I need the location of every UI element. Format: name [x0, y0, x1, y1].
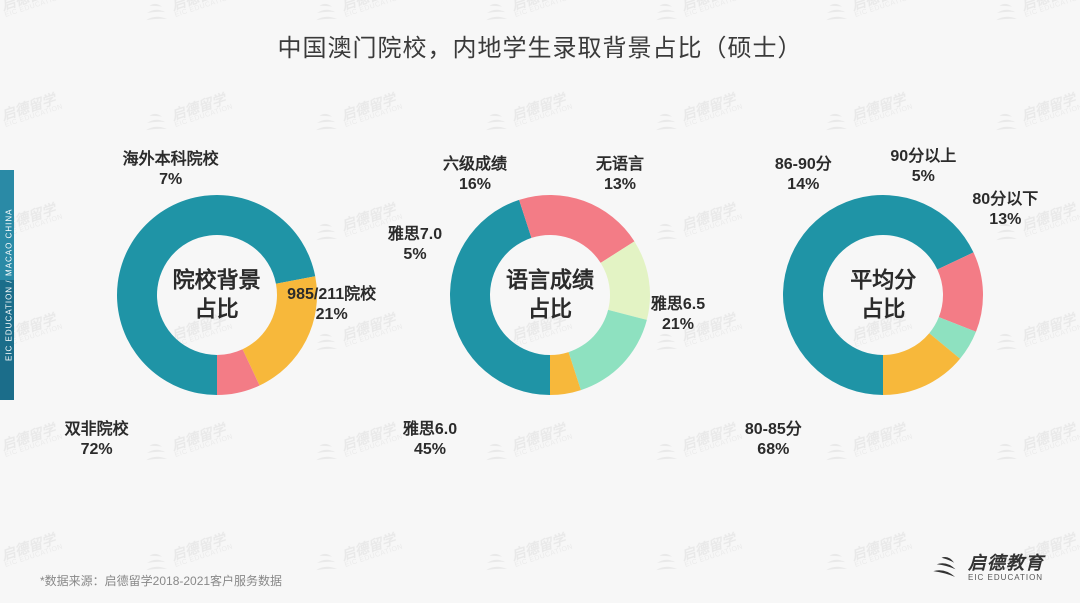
slice-label: 雅思7.05% — [388, 225, 442, 265]
donut-center-label: 院校背景占比 — [173, 266, 261, 323]
slice-label: 雅思6.521% — [651, 295, 705, 335]
donut-center-label: 语言成绩占比 — [506, 266, 594, 323]
charts-row: 院校背景占比双非院校72%985/211院校21%海外本科院校7%语言成绩占比雅… — [50, 115, 1050, 475]
slice-label: 双非院校72% — [65, 420, 129, 460]
slice-label: 雅思6.045% — [403, 420, 457, 460]
slice-label: 海外本科院校7% — [123, 150, 219, 190]
side-brand-strip: EIC EDUCATION / MACAO CHINA — [0, 170, 14, 400]
donut-chart-language: 语言成绩占比雅思6.045% 雅思6.521% 无语言13% 六级成绩16%雅思7.0… — [383, 115, 716, 475]
brand-name-en: EIC EDUCATION — [968, 574, 1044, 582]
slice-label: 无语言13% — [596, 155, 644, 195]
donut-chart-school-bg: 院校背景占比双非院校72% 985/211院校21% 海外本科院校7% — [50, 115, 383, 475]
data-source-footnote: *数据来源：启德留学2018-2021客户服务数据 — [40, 572, 282, 589]
slice-label: 86-90分14% — [775, 155, 832, 195]
brand-name-cn: 启德教育 — [968, 554, 1044, 572]
slice-label: 六级成绩16% — [443, 155, 507, 195]
donut-chart-gpa: 平均分占比 80-85分68% 80分以下13% 90分以上5% 86-90分14% — [717, 115, 1050, 475]
slice-label: 90分以上5% — [890, 147, 956, 187]
donut-center-label: 平均分占比 — [850, 266, 916, 323]
slice-label: 985/211院校21% — [287, 285, 376, 325]
slice-label: 80-85分68% — [745, 420, 802, 460]
page-title: 中国澳门院校，内地学生录取背景占比（硕士） — [0, 28, 1080, 63]
slice-label: 80分以下13% — [972, 190, 1038, 230]
brand-logo: 启德教育 EIC EDUCATION — [930, 553, 1044, 583]
brand-logo-icon — [930, 553, 960, 583]
